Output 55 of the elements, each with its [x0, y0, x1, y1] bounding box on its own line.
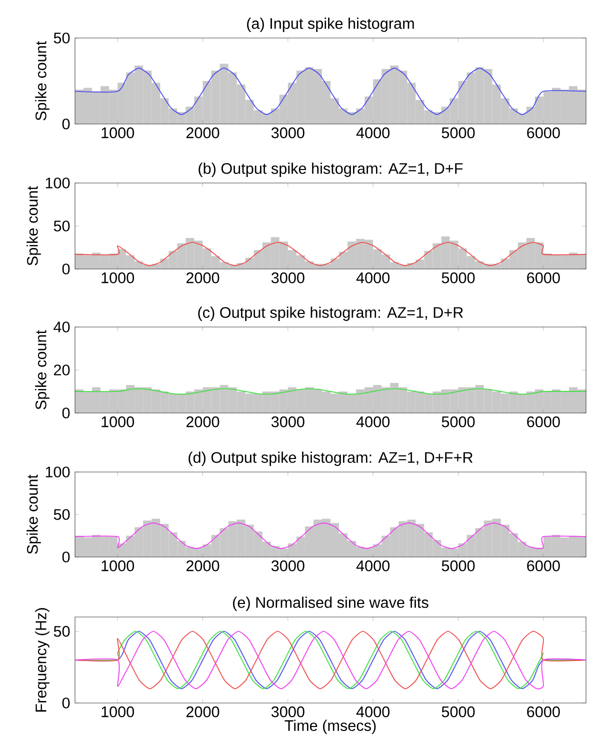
- y-tick-label: 0: [62, 408, 70, 418]
- x-tick-label: 6000: [527, 560, 560, 572]
- chart-title: (e) Normalised sine wave fits: [233, 596, 428, 611]
- x-tick-label: 1000: [102, 706, 134, 718]
- x-tick-label: 2000: [186, 560, 220, 572]
- y-tick-label: 50: [54, 509, 70, 520]
- x-tick-label: 5000: [442, 706, 475, 718]
- chart-title: (d) Output spike histogram: AZ=1, D+F+R: [188, 452, 473, 466]
- y-tick-label: 0: [62, 264, 70, 274]
- y-tick-label: 40: [54, 322, 70, 332]
- x-tick-label: 1000: [102, 272, 134, 284]
- chart-title: (b) Output spike histogram: AZ=1, D+F: [198, 162, 463, 177]
- x-tick-label: 1000: [102, 560, 134, 572]
- x-tick-label: 4000: [356, 706, 390, 718]
- x-tick-label: 6000: [527, 272, 560, 284]
- y-tick-label: 0: [62, 698, 70, 708]
- x-tick-label: 5000: [442, 127, 475, 138]
- y-tick-label: 100: [46, 178, 70, 188]
- y-tick-label: 50: [54, 220, 70, 232]
- y-tick-label: 100: [46, 466, 70, 478]
- x-tick-label: 1000: [102, 127, 134, 138]
- x-tick-label: 6000: [527, 416, 560, 428]
- chart-title: (a) Input spike histogram: [247, 18, 414, 32]
- y-axis-title: Spike count: [26, 186, 41, 266]
- y-axis-title: Frequency (Hz): [35, 608, 50, 712]
- x-tick-label: 6000: [527, 706, 560, 718]
- x-tick-label: 4000: [356, 127, 390, 138]
- x-axis-title: Time (msecs): [284, 720, 376, 734]
- x-tick-label: 3000: [271, 416, 304, 428]
- x-tick-label: 1000: [102, 416, 134, 428]
- x-tick-label: 3000: [271, 127, 304, 138]
- y-tick-label: 50: [54, 32, 70, 44]
- x-tick-label: 3000: [271, 706, 304, 718]
- line-series: [74, 630, 586, 690]
- y-tick-label: 0: [62, 552, 70, 562]
- x-tick-label: 4000: [356, 416, 390, 428]
- x-tick-label: 4000: [356, 272, 390, 284]
- y-axis-title: Spike count: [35, 330, 50, 410]
- y-axis-title: Spike count: [35, 41, 50, 120]
- chart-title: (c) Output spike histogram: AZ=1, D+R: [198, 306, 463, 321]
- x-tick-label: 2000: [186, 706, 220, 718]
- x-tick-label: 4000: [356, 560, 390, 572]
- x-tick-label: 2000: [186, 127, 220, 138]
- x-tick-label: 6000: [527, 127, 560, 138]
- x-tick-label: 5000: [442, 560, 475, 572]
- y-tick-label: 0: [62, 118, 70, 130]
- x-tick-label: 2000: [186, 416, 220, 428]
- x-tick-label: 3000: [271, 560, 304, 572]
- x-tick-label: 3000: [271, 272, 304, 284]
- y-axis-title: Spike count: [26, 474, 41, 554]
- y-tick-label: 50: [54, 626, 70, 637]
- x-tick-label: 2000: [186, 272, 220, 284]
- x-tick-label: 5000: [442, 272, 475, 284]
- x-tick-label: 5000: [442, 416, 475, 428]
- y-tick-label: 20: [54, 364, 70, 376]
